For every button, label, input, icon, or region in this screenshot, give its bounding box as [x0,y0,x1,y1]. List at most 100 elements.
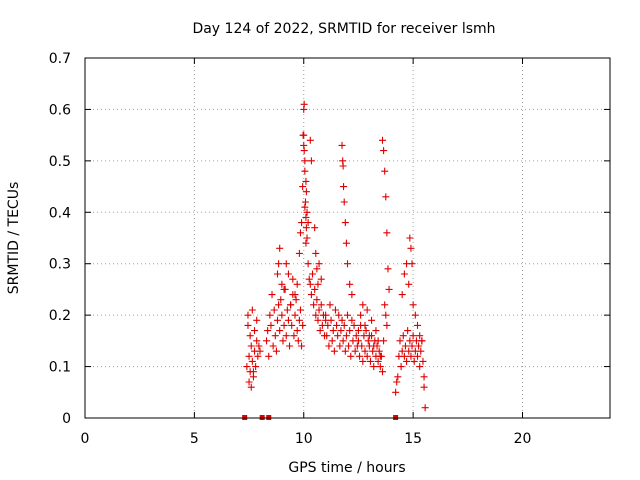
data-point [361,321,369,329]
data-point [416,363,424,371]
data-point [335,311,343,319]
data-point [293,327,301,335]
data-point [280,321,288,329]
data-point [278,311,286,319]
data-point [276,244,284,252]
data-point [358,342,366,350]
data-point [383,321,391,329]
data-point [370,363,378,371]
data-point [345,342,353,350]
data-point [407,352,415,360]
data-point [330,347,338,355]
y-axis-label: SRMTID / TECUs [6,182,22,295]
data-point [331,306,339,314]
data-point [415,342,423,350]
data-point [304,260,312,268]
data-point [244,321,252,329]
data-point [414,352,421,360]
data-point [296,306,304,314]
data-point [344,311,351,319]
data-point [255,342,263,350]
data-point [418,337,426,345]
data-point [359,301,367,309]
data-point [269,342,277,350]
data-point [384,265,392,273]
data-point [288,321,296,329]
data-point [270,306,278,314]
data-point [334,332,342,340]
grid [85,58,610,418]
data-point [303,208,311,216]
data-point [385,285,393,293]
data-point [338,316,346,324]
data-point [338,141,346,149]
data-point [263,337,271,345]
data-points [242,100,429,420]
data-point [300,100,308,108]
data-point [339,162,347,170]
data-point [350,321,358,329]
data-point [307,157,315,165]
data-point [406,337,414,345]
data-point [380,147,388,155]
data-point [304,219,312,227]
data-point [327,316,335,324]
data-point [289,275,297,283]
data-point [265,352,273,360]
data-point [300,147,308,155]
data-point [314,280,322,288]
data-point [380,337,388,345]
data-point [346,327,354,335]
data-point [340,321,348,329]
data-point [394,373,402,381]
data-point [317,275,325,283]
data-point [243,363,251,371]
data-point [256,347,264,355]
data-point [251,327,259,335]
data-point [326,301,334,309]
y-tick-label: 0.1 [49,360,71,376]
data-point [362,327,370,335]
x-tick-label: 20 [514,431,532,447]
data-point [313,296,321,304]
data-point [247,383,255,391]
data-point [278,280,286,288]
data-point [291,311,299,319]
data-point [340,198,348,206]
data-point [325,342,333,350]
data-point [312,249,320,257]
data-point [382,311,390,319]
y-tick-label: 0.5 [49,154,71,170]
data-point [298,342,306,350]
data-point [245,378,253,386]
data-point [287,301,295,309]
data-point [400,270,408,278]
data-point [337,327,345,335]
data-point [411,311,419,319]
data-point [348,291,356,299]
y-tick-label: 0.3 [49,257,71,273]
data-point [248,306,256,314]
data-point [344,260,351,268]
data-point [393,378,401,386]
data-point [372,327,380,335]
data-point [376,363,384,371]
data-point [414,321,421,329]
data-point [284,270,292,278]
data-point [306,136,314,144]
data-point [405,280,413,288]
data-point [302,177,310,185]
data-point [283,306,291,314]
data-point [403,357,411,365]
data-point [336,342,344,350]
data-point [363,352,371,360]
data-point [314,316,322,324]
data-point [420,373,428,381]
data-point [300,131,308,139]
data-point [352,332,360,340]
data-point [417,347,425,355]
data-point [375,347,383,355]
data-point [397,363,405,371]
data-point [311,224,319,232]
